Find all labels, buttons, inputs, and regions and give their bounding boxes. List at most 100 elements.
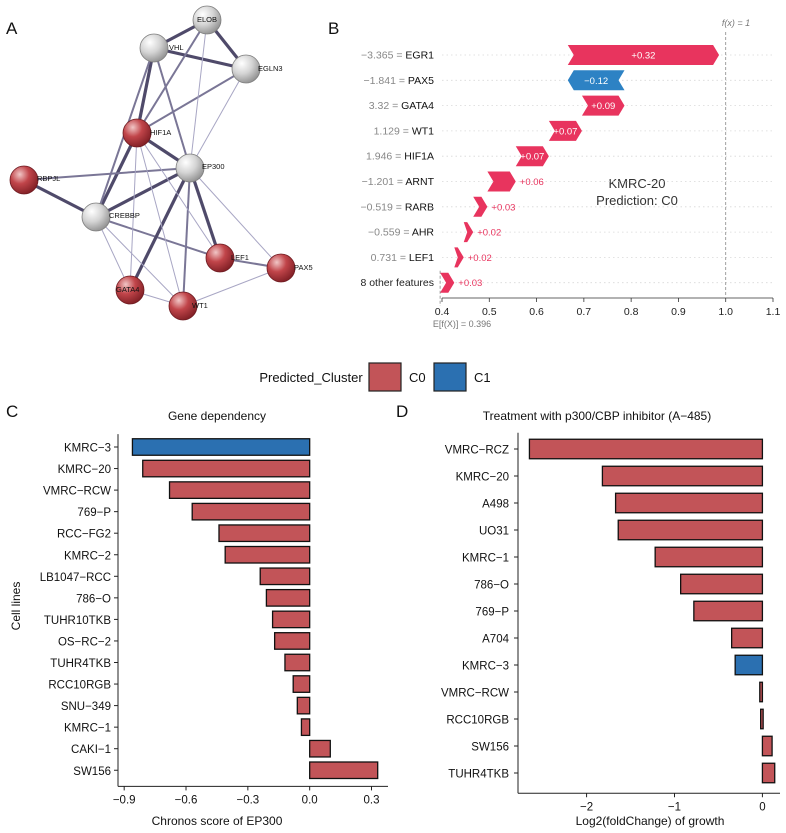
bar-a498	[614, 492, 764, 514]
network-node-circle	[81, 202, 111, 232]
chart-d-title: Treatment with p300/CBP inhibitor (A−485…	[483, 409, 711, 423]
network-edge-egln3-ep300	[189, 68, 247, 169]
bar-uo31	[617, 519, 764, 541]
network-edge-hif1a-wt1	[136, 132, 184, 307]
category-label: SW156	[471, 742, 509, 754]
category-label: 769−P	[475, 607, 509, 619]
shap-waterfall-chart: f(x) = 1 KMRC-20 Prediction: C0 E[f(X)] …	[360, 18, 780, 329]
network-node-circle	[139, 33, 169, 63]
category-label: RCC−FG2	[57, 529, 111, 541]
bar-caki-1	[309, 739, 331, 758]
category-label: TUHR10TKB	[44, 615, 111, 627]
waterfall-feature-label: 1.129 = WT1	[374, 125, 435, 137]
network-node-ep300: EP300	[175, 153, 225, 183]
bar-lb1047-rcc	[259, 567, 311, 586]
waterfall-feature-label: −1.841 = PAX5	[364, 75, 435, 87]
bar-rcc-fg2	[218, 524, 311, 543]
network-edge-hif1a-gata4	[129, 132, 138, 291]
category-label: KMRC−1	[462, 553, 509, 565]
waterfall-bar	[567, 45, 720, 65]
network-edge-ep300-pax5	[189, 167, 282, 269]
network-node-circle	[168, 291, 198, 321]
bar-kmrc-1	[300, 718, 311, 737]
bar-786-o	[680, 573, 764, 595]
waterfall-bar	[581, 95, 625, 116]
network-node-elob: ELOB	[192, 5, 222, 35]
network-edge-crebbp-lef1	[95, 216, 221, 259]
legend-label-c0: C0	[409, 370, 426, 385]
waterfall-bar	[473, 196, 488, 217]
waterfall-value-label: +0.03	[491, 202, 515, 213]
legend-title: Predicted_Cluster	[259, 370, 363, 385]
category-label: CAKI−1	[71, 744, 111, 756]
bar-vmrc-rcz	[528, 438, 764, 460]
network-edge-ep300-crebbp	[95, 166, 191, 219]
network-node-circle	[115, 275, 145, 305]
category-label: 769−P	[77, 507, 111, 519]
network-node-circle	[9, 165, 39, 195]
panel-letter-d: D	[396, 402, 408, 421]
inhibitor-treatment-chart: Treatment with p300/CBP inhibitor (A−485…	[441, 409, 780, 828]
waterfall-x-tick-label: 1.0	[718, 306, 733, 318]
network-node-label: HIF1A	[150, 128, 171, 137]
category-label: KMRC−1	[64, 723, 111, 735]
legend-swatch-c0	[368, 362, 402, 392]
bar-786-o	[265, 588, 311, 607]
chart-d-xlabel: Log2(foldChange) of growth	[576, 814, 725, 828]
waterfall-bar	[548, 120, 582, 141]
bar-snu-349	[296, 696, 311, 715]
waterfall-value-label: +0.07	[520, 152, 544, 163]
network-node-circle	[266, 253, 296, 283]
network-edge-vhl-egln3	[153, 46, 247, 71]
network-edge-ep300-wt1	[182, 167, 191, 307]
x-tick-label: −0.3	[236, 794, 259, 806]
network-edge-elob-hif1a	[136, 19, 208, 134]
category-label: KMRC−3	[64, 443, 111, 455]
waterfall-subtitle: Prediction: C0	[596, 193, 678, 208]
x-tick-label: −0.6	[175, 794, 198, 806]
bar-769-p	[191, 502, 311, 521]
waterfall-bar	[454, 247, 464, 268]
network-node-label: ELOB	[197, 15, 217, 24]
network-node-rbpjl: RBPJL	[9, 165, 60, 195]
network-edge-wt1-pax5	[182, 267, 282, 307]
network-node-pax5: PAX5	[266, 253, 313, 283]
network-node-circle	[175, 153, 205, 183]
bar-kmrc-3	[734, 654, 764, 676]
bar-os-rc-2	[273, 632, 311, 650]
bar-tuhr4tkb	[761, 762, 776, 784]
bar-tuhr4tkb	[284, 653, 311, 672]
category-label: UO31	[479, 526, 509, 538]
waterfall-feature-label: −0.519 = RARB	[360, 201, 434, 213]
waterfall-value-label: +0.03	[458, 278, 482, 289]
category-label: TUHR4TKB	[50, 658, 111, 670]
waterfall-x-tick-label: 0.9	[671, 306, 686, 318]
category-label: VMRC−RCW	[441, 688, 509, 700]
panel-letter-a: A	[6, 19, 18, 38]
legend-label-c1: C1	[474, 370, 491, 385]
network-edge-hif1a-crebbp	[94, 132, 139, 218]
network-node-label: EP300	[202, 162, 225, 171]
category-label: LB1047−RCC	[40, 572, 111, 584]
network-node-crebbp: CREBBP	[81, 202, 140, 232]
category-label: VMRC−RCW	[43, 486, 111, 498]
bar-kmrc-3	[131, 438, 311, 456]
network-node-circle	[192, 5, 222, 35]
waterfall-feature-label: 1.946 = HIF1A	[366, 151, 434, 163]
category-label: RCC10RGB	[446, 715, 509, 727]
bar-kmrc-2	[224, 545, 311, 564]
waterfall-feature-label: −0.559 = AHR	[368, 227, 434, 239]
bar-sw156	[761, 735, 773, 757]
panel-letter-c: C	[6, 402, 18, 421]
network-edge-crebbp-wt1	[95, 216, 184, 307]
waterfall-value-label: +0.32	[631, 51, 655, 62]
waterfall-value-label: +0.02	[477, 228, 501, 239]
category-label: 786−O	[76, 593, 111, 605]
network-edge-rbpjl-ep300	[23, 167, 191, 181]
legend: Predicted_Cluster C0 C1	[259, 362, 491, 392]
waterfall-bar	[515, 146, 549, 167]
waterfall-feature-label: 3.32 = GATA4	[369, 100, 434, 112]
waterfall-feature-label: 8 other features	[360, 277, 434, 289]
x-tick-label: 0	[759, 801, 765, 813]
